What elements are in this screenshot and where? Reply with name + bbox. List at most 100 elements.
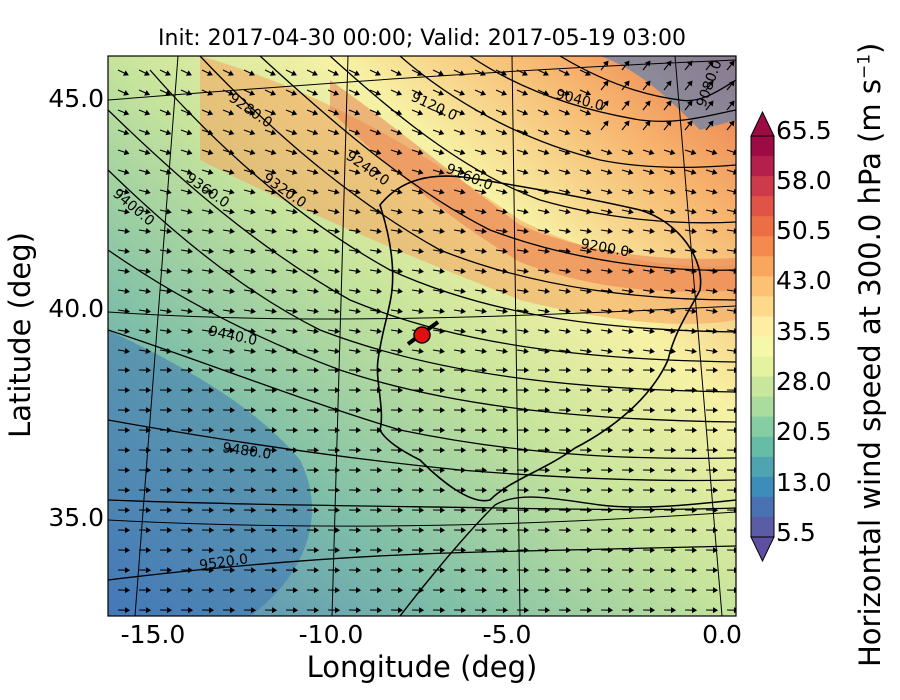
wind-arrow-head bbox=[207, 70, 213, 76]
wind-arrow-head bbox=[439, 188, 445, 195]
wind-arrow-head bbox=[208, 407, 215, 414]
wind-arrow-head bbox=[355, 507, 362, 514]
wind-arrow-head bbox=[481, 407, 488, 414]
wind-arrow-head bbox=[670, 367, 677, 374]
wind-arrow bbox=[726, 309, 736, 312]
wind-arrow-head bbox=[313, 188, 319, 195]
wind-arrow-head bbox=[649, 348, 655, 355]
wind-arrow-head bbox=[439, 367, 446, 374]
wind-arrow-head bbox=[249, 149, 256, 156]
wind-arrow-head bbox=[313, 607, 320, 614]
wind-arrow-head bbox=[712, 427, 719, 434]
wind-arrow-head bbox=[376, 308, 382, 315]
wind-arrow-head bbox=[291, 129, 298, 136]
wind-arrow-head bbox=[565, 348, 571, 355]
wind-arrow-head bbox=[480, 109, 487, 116]
x-axis-label: Longitude (deg) bbox=[306, 650, 538, 684]
wind-arrow-head bbox=[334, 447, 341, 454]
wind-arrow-head bbox=[397, 228, 403, 235]
wind-arrow-head bbox=[418, 547, 425, 554]
wind-arrow-head bbox=[544, 467, 551, 474]
colorbar-band bbox=[751, 396, 774, 418]
wind-arrow-head bbox=[565, 467, 572, 474]
wind-arrow-head bbox=[691, 487, 698, 494]
wind-arrow-head bbox=[313, 567, 320, 574]
wind-arrow-head bbox=[313, 587, 320, 594]
wind-arrow-head bbox=[334, 427, 341, 434]
wind-arrow-head bbox=[586, 188, 592, 195]
wind-arrow-head bbox=[670, 387, 677, 394]
colorbar-band bbox=[751, 456, 774, 478]
wind-arrow-head bbox=[355, 248, 361, 255]
wind-arrow-head bbox=[686, 60, 693, 67]
wind-arrow-head bbox=[564, 149, 571, 156]
wind-arrow-head bbox=[649, 567, 656, 574]
wind-arrow-head bbox=[502, 547, 509, 554]
wind-arrow-head bbox=[187, 208, 193, 215]
wind-arrow-head bbox=[144, 90, 151, 96]
wind-arrow-head bbox=[565, 607, 572, 614]
wind-arrow-head bbox=[628, 328, 634, 335]
wind-arrow-head bbox=[460, 547, 467, 554]
wind-arrow-head bbox=[333, 149, 340, 156]
wind-arrow-head bbox=[334, 288, 340, 295]
wind-arrow-head bbox=[418, 407, 425, 414]
wind-arrow-head bbox=[712, 447, 719, 454]
wind-arrow-head bbox=[712, 228, 718, 235]
wind-arrow-head bbox=[438, 70, 444, 76]
wind-arrow-head bbox=[649, 547, 656, 554]
wind-arrow-head bbox=[124, 288, 130, 295]
wind-arrow-head bbox=[207, 90, 214, 96]
wind-arrow-head bbox=[523, 268, 529, 275]
wind-arrow-head bbox=[712, 188, 718, 195]
wind-arrow-head bbox=[271, 308, 277, 315]
wind-arrow-head bbox=[229, 527, 236, 534]
colorbar-tick-label: 20.5 bbox=[776, 417, 832, 446]
wind-arrow-head bbox=[502, 367, 509, 374]
colorbar-max-extension bbox=[750, 110, 775, 137]
wind-arrow-head bbox=[586, 367, 593, 374]
wind-arrow-head bbox=[418, 208, 424, 215]
wind-arrow-head bbox=[334, 587, 341, 594]
wind-arrow-head bbox=[481, 607, 488, 614]
wind-arrow-head bbox=[124, 507, 131, 514]
colorbar-band bbox=[751, 276, 774, 297]
wind-arrow-head bbox=[418, 487, 425, 494]
wind-arrow-head bbox=[250, 387, 257, 394]
wind-arrow-head bbox=[292, 288, 298, 295]
wind-arrow-head bbox=[208, 447, 215, 454]
wind-arrow-head bbox=[649, 328, 655, 335]
wind-arrow-head bbox=[355, 567, 362, 574]
wind-arrow-head bbox=[312, 90, 319, 96]
wind-arrow-head bbox=[565, 268, 571, 275]
wind-arrow-head bbox=[523, 208, 529, 215]
wind-arrow-head bbox=[481, 487, 488, 494]
wind-arrow-head bbox=[396, 70, 402, 76]
wind-arrow-head bbox=[522, 129, 529, 136]
wind-arrow-head bbox=[376, 288, 382, 295]
wind-arrow-head bbox=[607, 268, 613, 275]
wind-arrow-head bbox=[355, 367, 362, 374]
colorbar-label: Horizontal wind speed at 300.0 hPa (m s−… bbox=[853, 43, 887, 667]
wind-arrow-head bbox=[418, 507, 425, 514]
wind-arrow-head bbox=[271, 387, 278, 394]
wind-arrow-head bbox=[270, 90, 277, 96]
colorbar-label-exponent: −1 bbox=[854, 53, 875, 80]
wind-arrow-head bbox=[543, 129, 550, 136]
colorbar-tick-label: 58.0 bbox=[776, 166, 832, 195]
wind-arrow-head bbox=[586, 387, 593, 394]
wind-arrow-head bbox=[565, 288, 571, 295]
wind-arrow-head bbox=[376, 467, 383, 474]
wind-arrow-head bbox=[523, 507, 530, 514]
wind-arrow-head bbox=[166, 288, 172, 295]
wind-arrow-head bbox=[229, 308, 235, 315]
wind-arrow-head bbox=[439, 587, 446, 594]
wind-arrow-head bbox=[292, 228, 298, 235]
wind-arrow-head bbox=[292, 447, 299, 454]
colorbar-tick-label: 5.5 bbox=[776, 518, 816, 547]
wind-arrow-head bbox=[355, 328, 361, 335]
wind-arrow-head bbox=[586, 208, 592, 215]
wind-arrow-head bbox=[187, 407, 194, 414]
wind-arrow-head bbox=[186, 129, 193, 136]
wind-arrow-head bbox=[649, 288, 655, 295]
